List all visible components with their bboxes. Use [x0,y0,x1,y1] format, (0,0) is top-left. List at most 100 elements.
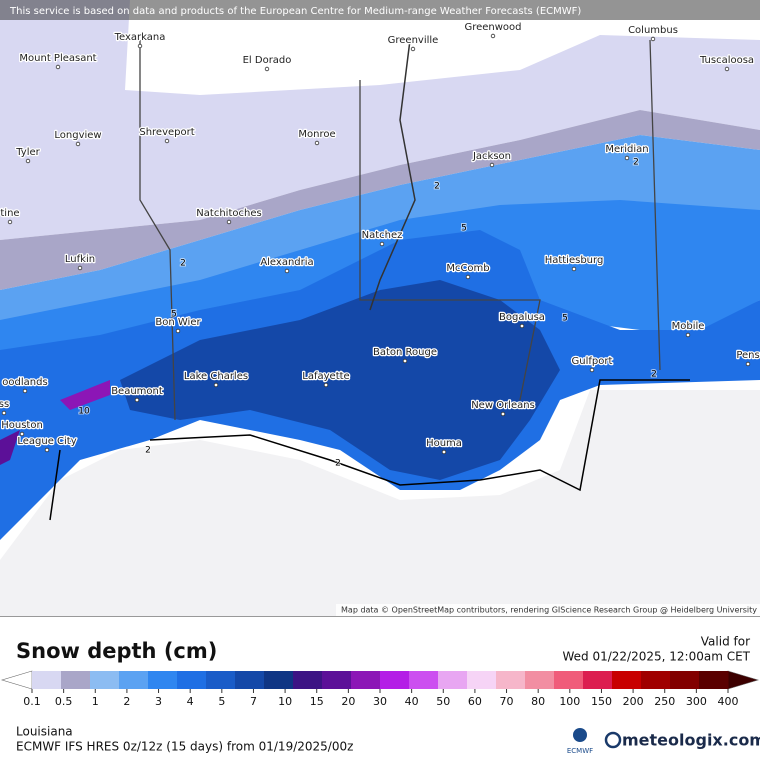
snow-none [0,0,760,90]
city-dot [441,449,447,455]
city-label: Greenville [388,35,439,46]
legend-cell [32,671,62,689]
legend-label: 7 [250,695,257,708]
city-label: League City [17,436,76,447]
city-dot [25,158,31,164]
legend-cell [351,671,381,689]
city-dot [685,332,691,338]
banner-bg [0,0,760,20]
contour-label: 2 [434,182,440,192]
city-dot [264,66,270,72]
legend-label: 80 [531,695,545,708]
city-dot [410,46,416,52]
contour-label: 2 [335,459,341,469]
city-dot [624,155,630,161]
city-label: Natchitoches [196,208,261,219]
city-label: ss [0,399,9,410]
city-dot [164,138,170,144]
legend-cell [235,671,265,689]
city-dot [724,66,730,72]
contour-label: 2 [651,370,657,380]
contour-label: 2 [145,446,151,456]
contour-label: 2 [180,259,186,269]
legend-label: 4 [187,695,194,708]
city-dot [571,266,577,272]
city-label: Mount Pleasant [19,53,96,64]
legend-cell [554,671,584,689]
brand: meteologix.com [622,731,760,750]
legend-label: 1 [92,695,99,708]
attribution-bg [336,604,760,616]
title: Snow depth (cm) [16,639,217,663]
legend-label: 100 [559,695,580,708]
legend-above [727,670,760,690]
legend-label: 400 [718,695,739,708]
city-dot [7,219,13,225]
legend-label: 150 [591,695,612,708]
legend-cell [409,671,439,689]
legend-label: 10 [278,695,292,708]
city-label: Hattiesburg [545,255,604,266]
legend-cell [496,671,526,689]
city-label: oodlands [2,377,47,388]
legend-label: 250 [654,695,675,708]
city-label: Monroe [298,129,335,140]
legend-label: 30 [373,695,387,708]
city-label: Alexandria [260,257,313,268]
city-label: Columbus [628,25,678,36]
legend-cell [264,671,294,689]
city-dot [323,382,329,388]
snow-band [0,110,760,290]
city-label: Houston [1,420,43,431]
snow-band [0,430,20,465]
valid-time: Wed 01/22/2025, 12:00am CET [563,650,751,664]
city-label: Meridian [605,144,648,155]
legend-label: 0.1 [23,695,41,708]
city-dot [314,140,320,146]
attribution: Map data © OpenStreetMap contributors, r… [341,606,757,615]
region: Louisiana [16,725,73,739]
legend-cell [380,671,410,689]
banner: This service is based on data and produc… [9,6,581,17]
legend-cell [119,671,149,689]
state-border [139,39,661,421]
legend-label: 2 [123,695,130,708]
city-label: Texarkana [114,32,166,43]
river [369,39,416,311]
city-label: Bogalusa [499,312,545,323]
city-dot [1,410,7,416]
contour-label: 2 [633,158,639,168]
city-dot [589,367,595,373]
ecmwf-icon [573,728,587,742]
city-dot [22,388,28,394]
city-label: New Orleans [471,400,535,411]
city-label: Lafayette [302,371,349,382]
city-dot [519,323,525,329]
legend-cell [322,671,352,689]
city-label: Beaumont [111,386,163,397]
city-dot [465,274,471,280]
city-label: Houma [426,438,462,449]
contour-label: 5 [461,224,467,234]
legend-cell [525,671,555,689]
legend-label: 15 [310,695,324,708]
contour-label: 5 [562,314,568,324]
city-label: Longview [54,130,101,141]
model-info: ECMWF IFS HRES 0z/12z (15 days) from 01/… [16,740,353,754]
city-label: Lufkin [65,254,95,265]
city-dot [402,358,408,364]
city-label: Pens [736,350,759,361]
legend-label: 70 [500,695,514,708]
legend-cell [206,671,236,689]
city-label: Tyler [15,147,40,158]
city-dot [75,141,81,147]
city-dot [226,219,232,225]
city-dot [19,431,25,437]
legend-cell [467,671,497,689]
legend-label: 40 [405,695,419,708]
city-label: Natchez [362,230,403,241]
snow-band [60,380,110,410]
legend-label: 20 [341,695,355,708]
